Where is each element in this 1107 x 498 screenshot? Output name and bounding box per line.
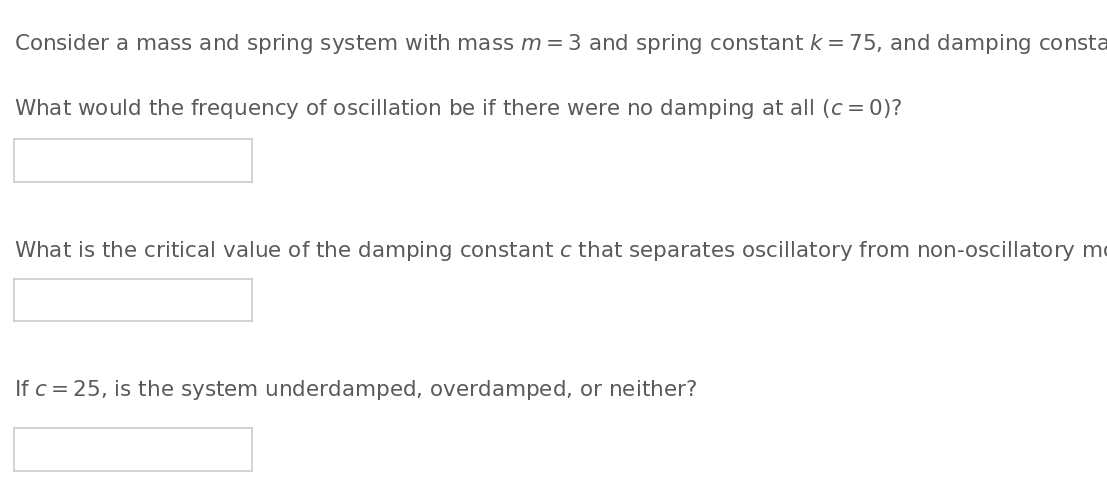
Text: What is the critical value of the damping constant $c$ that separates oscillator: What is the critical value of the dampin… — [14, 239, 1107, 263]
Text: Consider a mass and spring system with mass $m = 3$ and spring constant $k = 75$: Consider a mass and spring system with m… — [14, 32, 1107, 56]
Text: If $c = 25$, is the system underdamped, overdamped, or neither?: If $c = 25$, is the system underdamped, … — [14, 378, 697, 402]
Text: What would the frequency of oscillation be if there were no damping at all $(c =: What would the frequency of oscillation … — [14, 97, 902, 121]
